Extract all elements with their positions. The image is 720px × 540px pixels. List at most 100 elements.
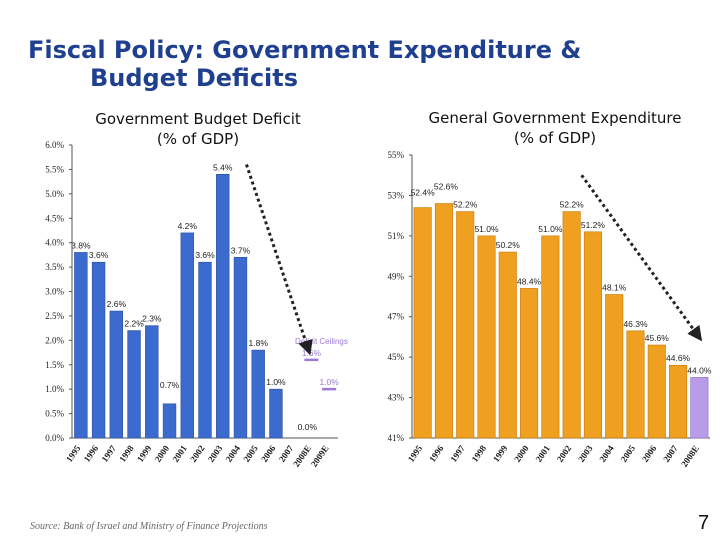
deficit-x-tick-label: 2009E — [309, 443, 331, 468]
expenditure-bar — [413, 207, 432, 439]
deficit-y-tick-label: 3.0% — [45, 287, 64, 297]
deficit-x-tick-label: 1998 — [117, 443, 136, 464]
deficit-x-tick-label: 2008E — [291, 443, 313, 468]
expenditure-bar — [669, 364, 688, 439]
expenditure-bar — [456, 211, 475, 439]
deficit-x-tick-label: 2001 — [170, 443, 189, 464]
expenditure-data-label: 45.6% — [645, 333, 670, 343]
slide-title-line2: Budget Deficits — [90, 64, 299, 92]
expenditure-data-label: 50.2% — [496, 240, 521, 250]
deficit-data-label: 4.2% — [178, 221, 198, 231]
expenditure-chart-title: General Government Expenditure (% of GDP… — [405, 108, 705, 148]
deficit-bar — [109, 310, 124, 439]
expenditure-x-tick-label: 1996 — [427, 443, 446, 464]
expenditure-chart-title-line1: General Government Expenditure — [428, 109, 682, 127]
expenditure-bar — [626, 330, 645, 439]
deficit-data-label: 3.6% — [195, 250, 215, 260]
deficit-data-label: 2.3% — [142, 314, 162, 324]
expenditure-x-tick-label: 2002 — [555, 443, 574, 464]
deficit-data-label: 0.0% — [298, 422, 318, 432]
expenditure-bar — [520, 288, 539, 439]
deficit-ceiling-label: 1.6% — [302, 348, 322, 358]
deficit-chart-title-line2: (% of GDP) — [156, 130, 240, 148]
expenditure-bar — [690, 377, 709, 439]
deficit-y-tick-label: 0.5% — [45, 409, 64, 419]
deficit-x-tick-label: 1996 — [82, 443, 101, 464]
deficit-y-tick-label: 6.0% — [45, 140, 64, 150]
page-number: 7 — [698, 512, 710, 534]
expenditure-data-label: 52.2% — [453, 200, 478, 210]
deficit-bar — [74, 252, 88, 439]
expenditure-chart: 41% 43% 45% 47% 49% 51% 53% 55% 1995 1996 1997 1998… — [388, 150, 712, 469]
expenditure-data-label: 51.0% — [474, 224, 499, 234]
expenditure-data-label: 48.1% — [602, 282, 627, 292]
deficit-x-tick-label: 2000 — [153, 443, 172, 464]
expenditure-bar — [605, 294, 624, 439]
expenditure-x-tick-label: 1999 — [491, 443, 510, 464]
expenditure-trend-arrow — [580, 174, 703, 342]
deficit-y-tick-label: 4.0% — [45, 238, 64, 248]
deficit-trend-arrow — [245, 164, 313, 356]
expenditure-x-tick-label: 2004 — [597, 443, 616, 464]
expenditure-y-tick-label: 51% — [388, 231, 405, 241]
deficit-bar — [91, 261, 106, 439]
deficit-x-tick-label: 2004 — [224, 443, 243, 464]
deficit-data-label: 3.6% — [89, 250, 109, 260]
deficit-y-tick-label: 2.0% — [45, 335, 64, 345]
expenditure-bar — [647, 344, 666, 439]
deficit-bar — [216, 174, 230, 439]
deficit-y-tick-label: 1.5% — [45, 360, 64, 370]
expenditure-bar — [562, 211, 581, 439]
slide-title: Fiscal Policy: Government Expenditure & … — [28, 36, 668, 92]
expenditure-bar — [477, 235, 496, 439]
deficit-y-tick-label: 5.0% — [45, 189, 64, 199]
expenditure-y-tick-label: 47% — [388, 312, 405, 322]
expenditure-y-tick-label: 55% — [388, 150, 405, 160]
deficit-data-label: 3.7% — [231, 245, 251, 255]
expenditure-y-tick-label: 43% — [388, 393, 405, 403]
deficit-ceiling-caption: Deficit Ceilings — [295, 337, 348, 346]
source-note: Source: Bank of Israel and Ministry of F… — [30, 521, 268, 532]
deficit-data-label: 3.8% — [71, 240, 91, 250]
deficit-chart-title-line1: Government Budget Deficit — [95, 110, 301, 128]
expenditure-x-tick-label: 1995 — [406, 443, 425, 464]
deficit-y-tick-label: 3.5% — [45, 262, 64, 272]
deficit-x-tick-label: 1995 — [64, 443, 83, 464]
expenditure-chart-title-line2: (% of GDP) — [513, 129, 597, 147]
deficit-chart-title: Government Budget Deficit (% of GDP) — [72, 109, 324, 149]
deficit-bar — [127, 330, 141, 439]
deficit-data-label: 2.6% — [107, 299, 127, 309]
expenditure-x-tick-label: 2007 — [661, 443, 680, 464]
expenditure-x-tick-label: 1998 — [470, 443, 489, 464]
deficit-x-tick-label: 1997 — [99, 443, 118, 464]
deficit-data-label: 2.2% — [124, 319, 144, 329]
expenditure-x-tick-label: 2006 — [640, 443, 659, 464]
expenditure-bar — [498, 251, 517, 439]
expenditure-y-tick-label: 53% — [388, 190, 405, 200]
expenditure-data-label: 48.4% — [517, 276, 542, 286]
deficit-bar — [251, 349, 265, 439]
deficit-data-label: 5.4% — [213, 162, 233, 172]
deficit-y-tick-label: 5.5% — [45, 164, 64, 174]
expenditure-data-label: 46.3% — [623, 319, 648, 329]
deficit-y-tick-label: 2.5% — [45, 311, 64, 321]
deficit-ceiling-label: 1.0% — [319, 377, 339, 387]
deficit-bar — [180, 232, 194, 439]
expenditure-bar — [434, 203, 453, 439]
expenditure-data-label: 44.6% — [666, 353, 691, 363]
expenditure-bar — [583, 231, 602, 439]
deficit-x-tick-label: 2006 — [259, 443, 278, 464]
expenditure-y-tick-label: 41% — [388, 433, 405, 443]
expenditure-data-label: 52.2% — [560, 200, 585, 210]
expenditure-y-tick-label: 45% — [388, 352, 405, 362]
deficit-chart: 0.0% 0.5% 1.0% 1.5% 2.0% 2.5% 3.0% 3.5% 4.0% 4.5%… — [45, 140, 348, 469]
expenditure-x-tick-label: 2000 — [512, 443, 531, 464]
deficit-bar — [198, 261, 212, 439]
deficit-bar — [269, 388, 283, 439]
expenditure-x-tick-label: 1997 — [448, 443, 467, 464]
expenditure-data-label: 52.4% — [411, 188, 436, 198]
expenditure-data-label: 44.0% — [687, 365, 712, 375]
deficit-x-tick-label: 2005 — [241, 443, 260, 464]
deficit-bar — [162, 403, 177, 439]
